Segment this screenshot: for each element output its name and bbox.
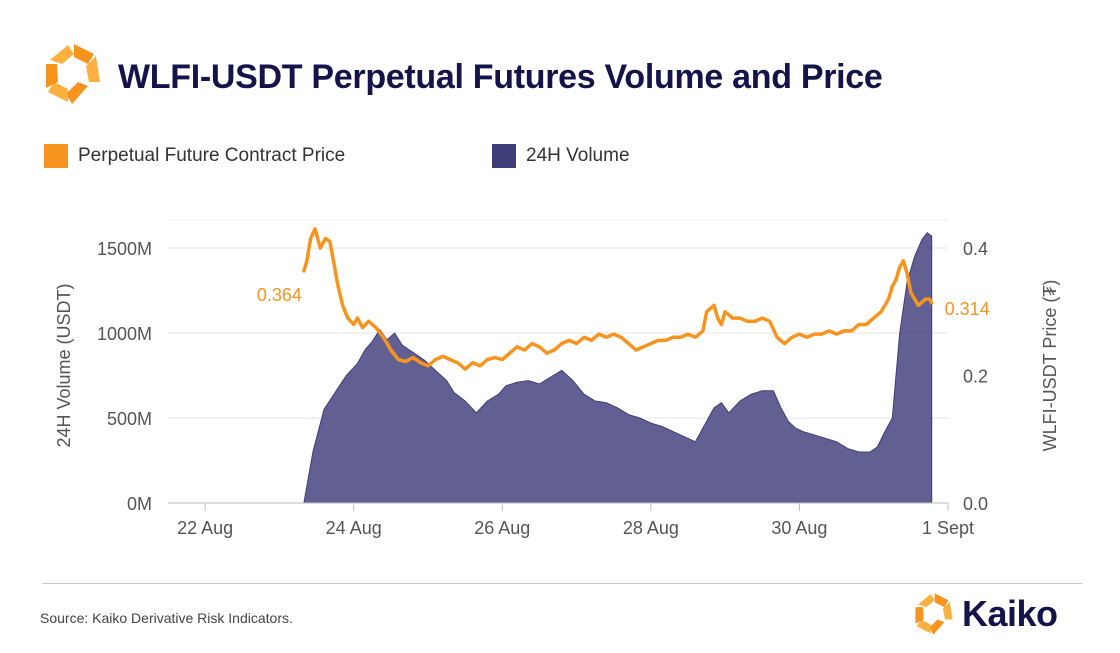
axis-labels: 0M 500M 1000M 1500M 0.0 0.2 0.4 22 Aug 24 Aug 26 … <box>54 239 1060 538</box>
y-left-axis-title: 24H Volume (USDT) <box>54 283 74 447</box>
x-tick-label: 30 Aug <box>771 518 827 538</box>
y-right-tick-label: 0.0 <box>963 494 988 514</box>
y-left-tick-label: 500M <box>107 409 152 429</box>
volume-area-layer <box>303 232 933 504</box>
kaiko-logo-icon <box>46 44 100 104</box>
x-tick-label: 22 Aug <box>177 518 233 538</box>
source-note: Source: Kaiko Derivative Risk Indicators… <box>40 610 293 626</box>
axes <box>168 502 949 511</box>
price-annotation-label: 0.364 <box>257 285 302 305</box>
footer-divider <box>42 583 1082 584</box>
x-tick-label: 28 Aug <box>623 518 679 538</box>
series-price-line <box>302 227 934 371</box>
y-right-tick-label: 0.2 <box>963 367 988 387</box>
x-tick-label: 1 Sept <box>922 518 974 538</box>
y-right-tick-label: 0.4 <box>963 239 988 259</box>
kaiko-brand-icon <box>915 593 953 635</box>
series-volume-area <box>303 232 933 504</box>
brand-name: Kaiko <box>962 593 1058 634</box>
y-left-tick-label: 1500M <box>97 239 152 259</box>
price-annotation-label: 0.314 <box>945 299 990 319</box>
legend-label-price: Perpetual Future Contract Price <box>78 145 346 166</box>
y-left-tick-label: 1000M <box>97 324 152 344</box>
price-line-layer <box>302 227 934 371</box>
brand: Kaiko <box>914 592 1058 636</box>
chart-title: WLFI-USDT Perpetual Futures Volume and P… <box>118 58 883 96</box>
legend-label-volume: 24H Volume <box>526 145 630 166</box>
legend-swatch-price <box>44 144 68 168</box>
legend-item-price: Perpetual Future Contract Price <box>44 143 345 169</box>
y-left-tick-label: 0M <box>127 494 152 514</box>
legend-swatch-volume <box>492 144 516 168</box>
x-tick-label: 24 Aug <box>326 518 382 538</box>
y-right-axis-title: WLFI-USDT Price (₮) <box>1040 280 1060 452</box>
x-tick-label: 26 Aug <box>474 518 530 538</box>
legend-item-volume: 24H Volume <box>492 143 630 169</box>
